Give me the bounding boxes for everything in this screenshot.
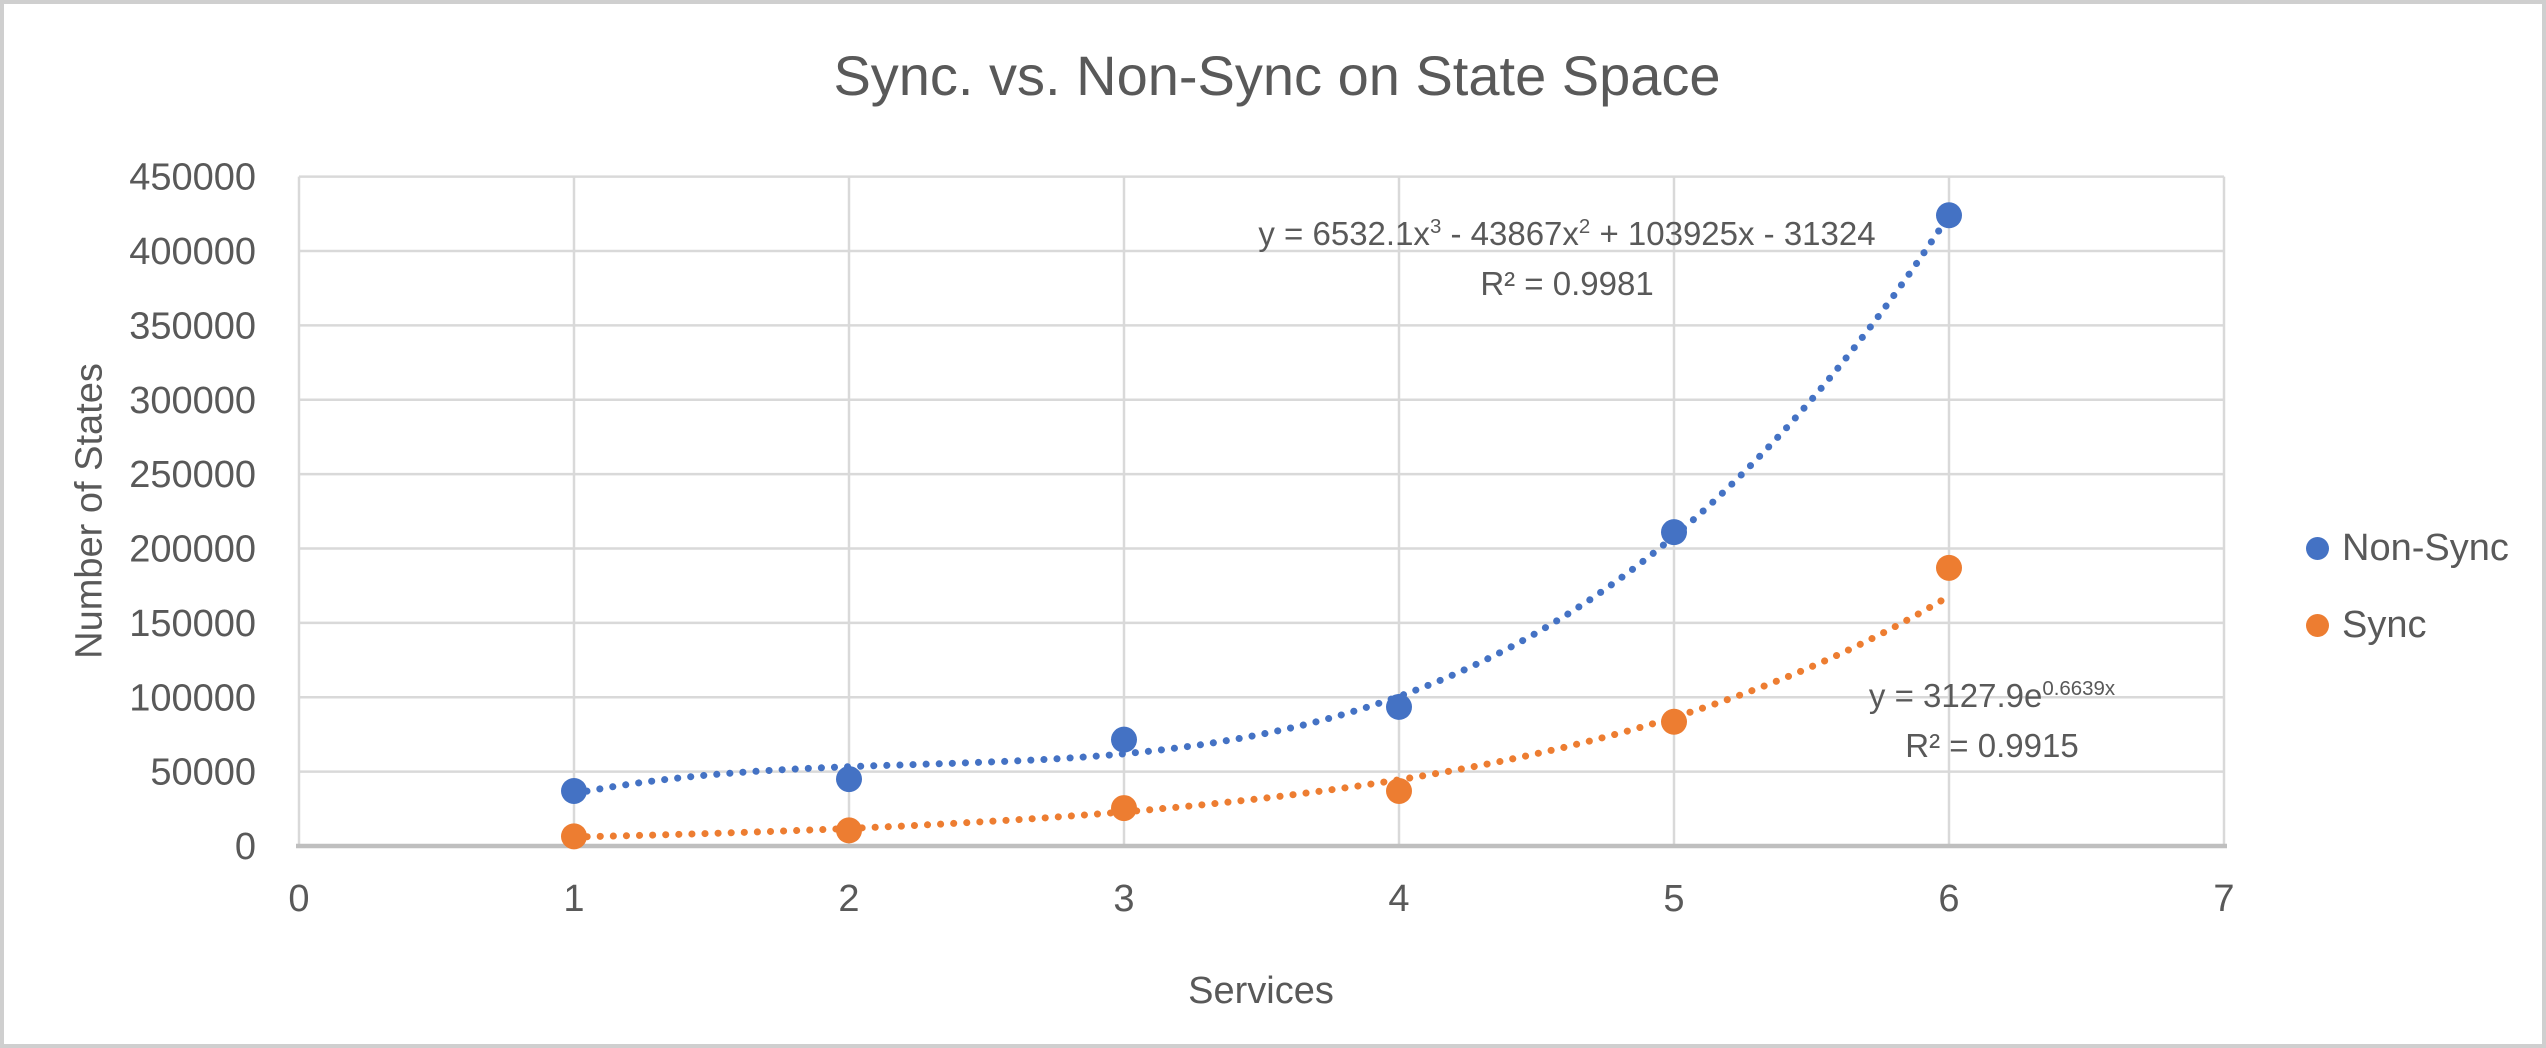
x-tick-label: 6	[1938, 878, 1959, 920]
x-tick-label: 2	[838, 878, 859, 920]
data-point-sync[interactable]	[1111, 795, 1137, 822]
data-point-sync[interactable]	[1386, 777, 1412, 804]
x-tick-label: 3	[1113, 878, 1134, 920]
data-point-sync[interactable]	[1936, 554, 1962, 581]
legend: Non-Sync Sync	[2306, 526, 2509, 646]
x-tick-label: 4	[1388, 878, 1409, 920]
trendline-non-sync[interactable]	[570, 211, 1953, 797]
y-tick-label: 50000	[150, 752, 256, 794]
y-axis-title: Number of States	[68, 363, 111, 659]
data-point-sync[interactable]	[1661, 708, 1687, 735]
y-tick-label: 400000	[129, 231, 256, 273]
trendline-equation-nonsync: y = 6532.1x3 - 43867x2 + 103925x - 31324	[1258, 215, 1876, 252]
data-point-non-sync[interactable]	[1661, 519, 1687, 546]
trendline-label-nonsync: y = 6532.1x3 - 43867x2 + 103925x - 31324…	[1258, 209, 1875, 309]
trendline-equation-sync: y = 3127.9e0.6639x	[1868, 677, 2116, 714]
x-tick-label: 5	[1663, 878, 1684, 920]
trendline-label-sync: y = 3127.9e0.6639x R² = 0.9915	[1869, 671, 2115, 771]
y-tick-label: 200000	[129, 529, 256, 571]
x-tick-label: 7	[2213, 878, 2234, 920]
y-tick-label: 450000	[129, 157, 256, 199]
y-tick-label: 350000	[129, 305, 256, 347]
x-tick-label: 1	[563, 878, 584, 920]
data-point-non-sync[interactable]	[836, 766, 862, 793]
x-axis-title: Services	[1188, 970, 1334, 1012]
data-point-non-sync[interactable]	[1936, 202, 1962, 229]
data-point-sync[interactable]	[836, 817, 862, 844]
data-point-sync[interactable]	[561, 823, 587, 850]
chart-title: Sync. vs. Non-Sync on State Space	[833, 44, 1721, 107]
y-tick-label: 100000	[129, 677, 256, 719]
y-tick-label: 150000	[129, 603, 256, 645]
trendline-r2-nonsync: R² = 0.9981	[1480, 265, 1654, 302]
y-tick-label: 300000	[129, 380, 256, 422]
trendline-r2-sync: R² = 0.9915	[1905, 727, 2079, 764]
legend-item-nonsync[interactable]: Non-Sync	[2306, 526, 2509, 569]
y-tick-label: 0	[235, 826, 256, 868]
legend-label-sync: Sync	[2342, 603, 2427, 646]
legend-marker-nonsync	[2306, 536, 2329, 560]
data-point-non-sync[interactable]	[1386, 693, 1412, 720]
data-point-non-sync[interactable]	[1111, 726, 1137, 753]
y-tick-label: 250000	[129, 454, 256, 496]
legend-label-nonsync: Non-Sync	[2342, 526, 2509, 569]
legend-item-sync[interactable]: Sync	[2306, 603, 2509, 646]
legend-marker-sync	[2306, 613, 2329, 637]
trendline-sync[interactable]	[570, 592, 1953, 841]
x-tick-label: 0	[288, 878, 309, 920]
data-point-non-sync[interactable]	[561, 777, 587, 804]
plot-area: 0 50000 100000 150000 200000 250000 300000 3500…	[129, 157, 2234, 920]
